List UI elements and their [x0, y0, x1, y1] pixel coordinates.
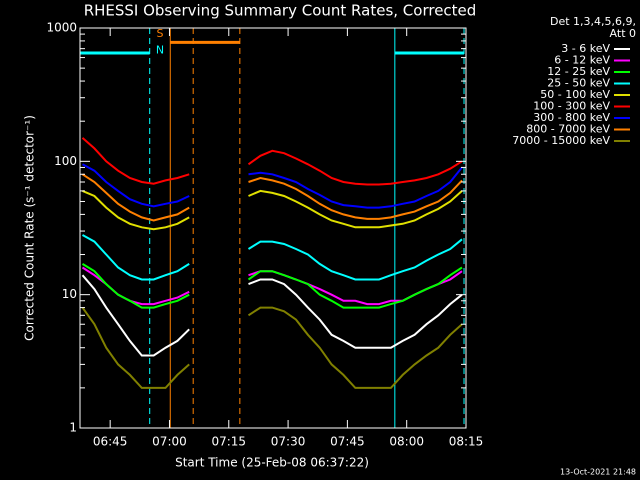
legend-label: 7000 - 15000 keV — [512, 134, 610, 147]
series-line — [81, 137, 463, 186]
series-line — [81, 173, 463, 222]
series-line — [81, 263, 463, 309]
legend-label: 300 - 800 keV — [533, 111, 610, 124]
x-tick-label: 07:30 — [271, 435, 306, 449]
y-tick-label: 1 — [69, 421, 77, 435]
y-tick-label: 10 — [62, 287, 77, 301]
legend-label: 50 - 100 keV — [540, 88, 610, 101]
annotation: N — [156, 43, 164, 56]
series-line — [81, 306, 463, 389]
legend-label: 12 - 25 keV — [547, 65, 610, 78]
series-line — [82, 189, 463, 231]
annotation: S — [156, 27, 163, 40]
x-tick-label: 08:15 — [449, 435, 484, 449]
x-tick-label: 07:15 — [211, 435, 246, 449]
legend-header: Det 1,3,4,5,6,9, — [550, 15, 636, 28]
y-axis-label: Corrected Count Rate (s⁻¹ detector⁻¹) — [23, 115, 37, 341]
series-line — [82, 163, 463, 209]
x-tick-label: 08:00 — [389, 435, 424, 449]
x-axis-label: Start Time (25-Feb-08 06:37:22) — [175, 456, 369, 470]
chart-title: RHESSI Observing Summary Count Rates, Co… — [84, 2, 477, 20]
x-tick-label: 06:45 — [93, 435, 128, 449]
legend-label: 3 - 6 keV — [561, 42, 610, 55]
y-tick-label: 1000 — [46, 21, 77, 35]
legend-label: 6 - 12 keV — [554, 54, 610, 67]
x-tick-label: 07:45 — [330, 435, 365, 449]
legend-label: 100 - 300 keV — [533, 100, 610, 113]
plot-frame — [79, 27, 467, 429]
footer: 13-Oct-2021 21:48 — [560, 468, 636, 477]
legend-label: 800 - 7000 keV — [526, 123, 610, 136]
series-line — [82, 234, 463, 281]
legend-label: 25 - 50 keV — [547, 77, 610, 90]
legend-header: Att 0 — [610, 27, 636, 40]
x-tick-label: 07:00 — [152, 435, 187, 449]
series-line — [81, 274, 463, 357]
y-tick-label: 100 — [54, 154, 77, 168]
